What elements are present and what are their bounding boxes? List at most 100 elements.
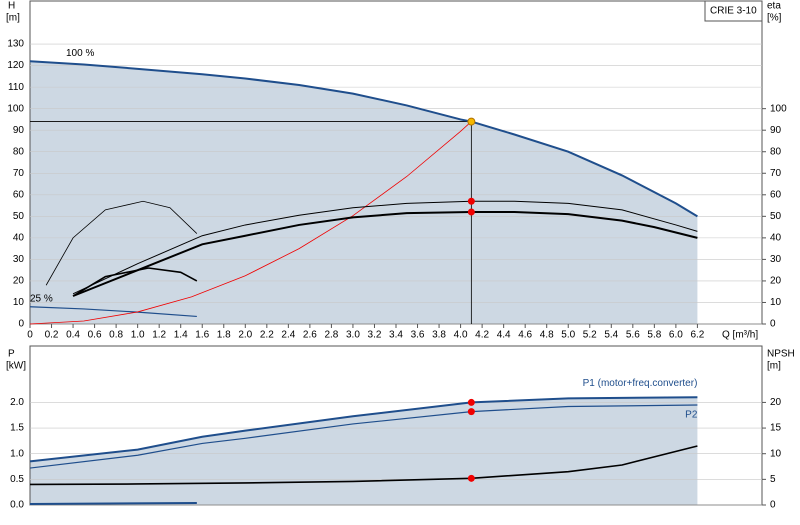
series-label: P1 (motor+freq.converter) bbox=[583, 378, 698, 389]
y-tick-label: 2.0 bbox=[10, 397, 24, 408]
x-tick-label: 5.0 bbox=[561, 330, 575, 341]
curve bbox=[29, 60, 698, 218]
y2-tick-label: 20 bbox=[770, 397, 782, 408]
y-tick-label: 100 bbox=[7, 103, 24, 114]
y2-tick-label: 30 bbox=[770, 254, 782, 265]
y-tick-label: 30 bbox=[13, 254, 25, 265]
curve bbox=[72, 200, 698, 295]
y2-axis-label: NPSH bbox=[767, 349, 795, 360]
y-tick-label: 80 bbox=[13, 146, 25, 157]
y2-tick-label: 40 bbox=[770, 233, 782, 244]
curve bbox=[72, 267, 198, 297]
operating-point bbox=[467, 474, 475, 482]
curve bbox=[29, 501, 197, 505]
y-tick-label: 130 bbox=[7, 39, 24, 50]
x-tick-label: 4.8 bbox=[540, 330, 554, 341]
x-tick-label: 1.6 bbox=[195, 330, 209, 341]
y2-tick-label: 15 bbox=[770, 423, 782, 434]
y2-axis-unit: [%] bbox=[767, 13, 782, 24]
x-tick-label: 4.4 bbox=[497, 330, 511, 341]
y-tick-label: 1.5 bbox=[10, 423, 24, 434]
x-tick-label: 6.0 bbox=[669, 330, 683, 341]
x-tick-label: 0 bbox=[27, 330, 33, 341]
x-tick-label: 5.2 bbox=[583, 330, 597, 341]
y-tick-label: 20 bbox=[13, 276, 25, 287]
y-axis-unit: [m] bbox=[6, 13, 20, 24]
x-tick-label: 2.4 bbox=[281, 330, 295, 341]
x-tick-label: 3.4 bbox=[389, 330, 403, 341]
x-tick-label: 0.2 bbox=[45, 330, 59, 341]
curve bbox=[29, 445, 698, 486]
y-axis-unit: [kW] bbox=[6, 361, 26, 372]
x-tick-label: 4.6 bbox=[518, 330, 532, 341]
x-tick-label: 6.2 bbox=[690, 330, 704, 341]
y-tick-label: 60 bbox=[13, 189, 25, 200]
operating-point bbox=[467, 208, 475, 216]
annotation: 25 % bbox=[30, 293, 53, 304]
x-tick-label: 1.8 bbox=[217, 330, 231, 341]
x-tick-label: 5.8 bbox=[647, 330, 661, 341]
y2-axis-unit: [m] bbox=[767, 361, 781, 372]
x-tick-label: 1.4 bbox=[174, 330, 188, 341]
curve bbox=[29, 396, 698, 463]
operating-point bbox=[467, 117, 476, 126]
annotation: 100 % bbox=[66, 48, 94, 59]
y2-tick-label: 10 bbox=[770, 297, 782, 308]
x-tick-label: 5.6 bbox=[626, 330, 640, 341]
x-tick-label: 2.0 bbox=[238, 330, 252, 341]
x-tick-label: 0.6 bbox=[88, 330, 102, 341]
y-axis-label: H bbox=[8, 1, 15, 12]
y2-tick-label: 5 bbox=[770, 474, 776, 485]
y2-tick-label: 100 bbox=[770, 103, 787, 114]
y2-tick-label: 90 bbox=[770, 125, 782, 136]
curve bbox=[29, 404, 698, 469]
y2-tick-label: 70 bbox=[770, 168, 782, 179]
curve bbox=[29, 121, 472, 325]
operating-area bbox=[30, 397, 698, 505]
operating-point bbox=[467, 398, 475, 406]
y2-tick-label: 50 bbox=[770, 211, 782, 222]
y-tick-label: 50 bbox=[13, 211, 25, 222]
x-tick-label: 1.2 bbox=[152, 330, 166, 341]
operating-point bbox=[467, 197, 475, 205]
curve bbox=[72, 211, 698, 297]
x-tick-label: 2.8 bbox=[324, 330, 338, 341]
x-tick-label: 3.0 bbox=[346, 330, 360, 341]
y-tick-label: 40 bbox=[13, 233, 25, 244]
y2-tick-label: 60 bbox=[770, 189, 782, 200]
x-tick-label: 4.0 bbox=[454, 330, 468, 341]
y2-tick-label: 0 bbox=[770, 319, 776, 330]
y2-tick-label: 0 bbox=[770, 500, 776, 511]
y-tick-label: 0 bbox=[18, 319, 24, 330]
operating-area bbox=[30, 61, 698, 324]
series-label: P2 bbox=[685, 410, 698, 421]
curve bbox=[45, 200, 198, 286]
x-tick-label: 0.8 bbox=[109, 330, 123, 341]
x-tick-label: 4.2 bbox=[475, 330, 489, 341]
chart-title: CRIE 3-10 bbox=[710, 6, 757, 17]
x-tick-label: 2.2 bbox=[260, 330, 274, 341]
y2-axis-label: eta bbox=[767, 1, 781, 12]
y2-tick-label: 80 bbox=[770, 146, 782, 157]
y2-tick-label: 10 bbox=[770, 448, 782, 459]
y-tick-label: 10 bbox=[13, 297, 25, 308]
y2-tick-label: 20 bbox=[770, 276, 782, 287]
x-tick-label: 3.2 bbox=[368, 330, 382, 341]
y-tick-label: 90 bbox=[13, 125, 25, 136]
y-tick-label: 70 bbox=[13, 168, 25, 179]
x-tick-label: 2.6 bbox=[303, 330, 317, 341]
title-box bbox=[704, 0, 763, 22]
curve bbox=[29, 306, 197, 318]
y-tick-label: 0.5 bbox=[10, 474, 24, 485]
y-axis-label: P bbox=[8, 349, 15, 360]
y-tick-label: 0.0 bbox=[10, 500, 24, 511]
y-tick-label: 110 bbox=[8, 82, 24, 93]
y-tick-label: 1.0 bbox=[10, 448, 24, 459]
operating-point bbox=[467, 408, 475, 416]
x-tick-label: 5.4 bbox=[604, 330, 618, 341]
y-tick-label: 120 bbox=[7, 60, 24, 71]
x-tick-label: 3.6 bbox=[411, 330, 425, 341]
x-tick-label: 0.4 bbox=[66, 330, 80, 341]
x-tick-label: 3.8 bbox=[432, 330, 446, 341]
